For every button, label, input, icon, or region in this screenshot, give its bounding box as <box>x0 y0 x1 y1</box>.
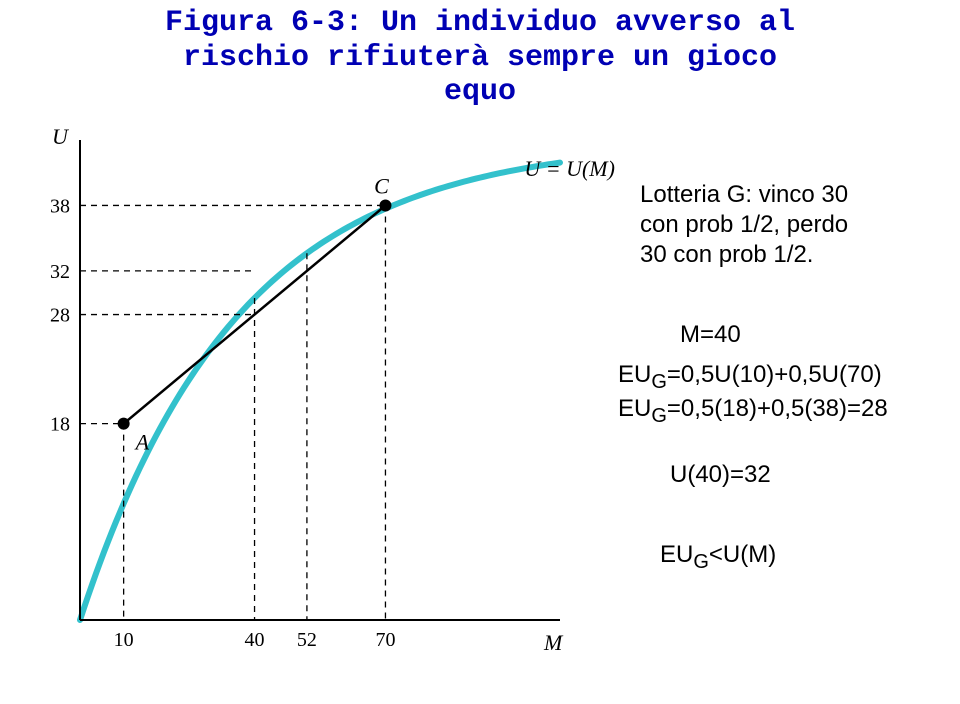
lottery-l2: con prob 1/2, perdo <box>640 210 848 240</box>
money-value: M=40 <box>680 320 741 350</box>
figure-title: Figura 6-3: Un individuo avverso al risc… <box>0 6 960 110</box>
curve-label: U = U(M) <box>524 155 615 180</box>
lottery-text: Lotteria G: vinco 30 con prob 1/2, perdo… <box>640 180 848 270</box>
utility-curve <box>80 162 560 619</box>
ineq-right: <U(M) <box>709 541 776 568</box>
xtick-40: 40 <box>245 629 265 651</box>
x-axis-label: M <box>543 630 564 655</box>
title-line1: Figura 6-3: Un individuo avverso al <box>165 6 795 40</box>
u40-value: U(40)=32 <box>670 460 771 490</box>
title-line3: equo <box>444 75 516 109</box>
ineq-left: EU <box>660 541 693 568</box>
eu2-rest: =0,5(18)+0,5(38)=28 <box>667 395 888 422</box>
ytick-28: 28 <box>50 304 70 326</box>
xtick-10: 10 <box>114 629 134 651</box>
y-axis-label: U <box>52 124 70 149</box>
eu-line-2: EUG=0,5(18)+0,5(38)=28 <box>618 394 888 429</box>
u40-text: U(40)=32 <box>670 460 771 490</box>
chart-area: A C U = U(M) U M 18 28 32 38 10 40 52 70 Lotteria G:… <box>0 110 960 670</box>
eu1-sub: G <box>651 370 667 392</box>
label-c: C <box>374 173 389 198</box>
ytick-18: 18 <box>50 413 70 435</box>
xtick-52: 52 <box>297 629 317 651</box>
inequality: EUG<U(M) <box>660 540 776 575</box>
xtick-70: 70 <box>375 629 395 651</box>
eu2-sub: G <box>651 405 667 427</box>
eu2-prefix: EU <box>618 395 651 422</box>
ytick-32: 32 <box>50 260 70 282</box>
eu-line-1: EUG=0,5U(10)+0,5U(70) <box>618 360 888 395</box>
lottery-l3: 30 con prob 1/2. <box>640 240 848 270</box>
inequality-text: EUG<U(M) <box>660 540 776 575</box>
point-c <box>379 199 391 211</box>
label-a: A <box>134 429 150 454</box>
lottery-l1: Lotteria G: vinco 30 <box>640 180 848 210</box>
title-line2: rischio rifiuterà sempre un gioco <box>183 41 777 75</box>
eu1-rest: =0,5U(10)+0,5U(70) <box>667 361 882 388</box>
point-a <box>118 417 130 429</box>
money-text: M=40 <box>680 320 741 350</box>
ineq-sub: G <box>693 550 709 572</box>
ytick-38: 38 <box>50 195 70 217</box>
expected-utility-text: EUG=0,5U(10)+0,5U(70) EUG=0,5(18)+0,5(38… <box>618 360 888 430</box>
eu1-prefix: EU <box>618 361 651 388</box>
